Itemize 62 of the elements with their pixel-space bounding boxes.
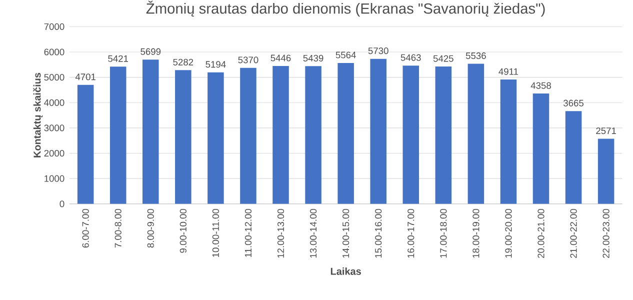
bar (598, 138, 614, 204)
data-label: 3665 (564, 100, 584, 106)
y-tick-label: 6000 (44, 48, 64, 56)
data-label: 5425 (433, 55, 454, 62)
data-label: 5194 (206, 61, 226, 68)
x-tick-label: 21.00-22.00 (570, 209, 577, 258)
bar (77, 84, 94, 204)
chart-title: Žmonių srautas darbo dienomis (Ekranas "Savanorių žiedas") (146, 0, 545, 17)
x-tick-label: 9.00-10.00 (180, 209, 186, 253)
x-tick-label: 10.00-11.00 (212, 209, 219, 258)
bar (175, 70, 192, 204)
y-tick-label: 7000 (44, 23, 64, 30)
y-tick-label: 2000 (44, 150, 64, 157)
x-tick-label: 8.00-9.00 (147, 209, 154, 248)
data-label: 5446 (270, 54, 291, 62)
y-axis-title: Kontaktų skaičius (33, 73, 43, 158)
x-tick-label: 11.00-12.00 (244, 209, 252, 258)
data-label: 5564 (336, 52, 356, 58)
data-label: 5730 (368, 48, 388, 54)
y-tick-label: 0 (60, 200, 64, 208)
data-label: 5421 (108, 55, 128, 62)
data-label: 5439 (303, 54, 324, 62)
data-label: 5536 (466, 52, 486, 60)
y-tick-label: 4000 (44, 99, 64, 106)
bar (272, 66, 289, 204)
bar (500, 80, 517, 204)
data-label: 4358 (530, 82, 551, 89)
data-label: 4701 (75, 74, 96, 80)
x-axis-title: Laikas (330, 268, 361, 275)
data-label: 4911 (498, 68, 518, 75)
x-tick-label: 13.00-14.00 (310, 209, 317, 258)
bar (208, 72, 224, 204)
x-tick-label: 15.00-16.00 (375, 209, 382, 258)
bar (110, 66, 126, 204)
bar (565, 111, 582, 204)
y-tick-label: 5000 (44, 74, 64, 81)
x-tick-label: 20.00-21.00 (538, 209, 544, 258)
bar (338, 63, 354, 204)
bar (305, 66, 322, 204)
x-tick-label: 19.00-20.00 (505, 209, 512, 258)
x-tick-label: 7.00-8.00 (114, 209, 122, 248)
x-tick-label: 14.00-15.00 (342, 209, 350, 258)
x-tick-label: 12.00-13.00 (277, 209, 284, 258)
data-label: 2571 (596, 128, 616, 134)
data-label: 5282 (173, 58, 194, 66)
bar (532, 94, 550, 204)
bar (370, 58, 386, 204)
x-tick-label: 16.00-17.00 (408, 209, 414, 258)
bar (468, 64, 484, 204)
x-tick-label: 22.00-23.00 (602, 209, 610, 258)
bar (142, 60, 159, 204)
bar (240, 68, 256, 204)
y-tick-label: 1000 (44, 175, 64, 182)
y-tick-label: 3000 (44, 124, 64, 132)
x-tick-label: 18.00-19.00 (472, 209, 480, 258)
x-tick-label: 17.00-18.00 (440, 209, 447, 258)
data-label: 5370 (238, 56, 258, 64)
x-tick-label: 6.00-7.00 (82, 209, 89, 248)
bar (402, 66, 420, 204)
bar (435, 66, 452, 204)
data-label: 5463 (400, 54, 421, 61)
data-label: 5699 (140, 48, 161, 55)
